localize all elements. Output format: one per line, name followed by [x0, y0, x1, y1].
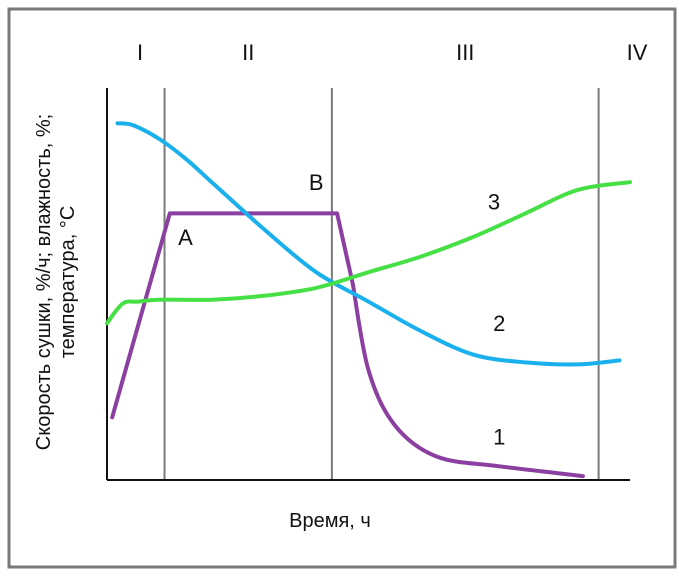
- zone-label-2: II: [242, 40, 254, 65]
- zone-label-4: IV: [627, 40, 648, 65]
- y-axis-title: Скорость сушки, %/ч; влажность, %; темпе…: [33, 114, 79, 450]
- series-line-3: [105, 180, 632, 326]
- zone-label-1: I: [137, 40, 143, 65]
- annotation-3: 3: [488, 190, 500, 215]
- annotation-1: 1: [493, 425, 505, 450]
- x-axis-title: Время, ч: [289, 510, 371, 532]
- series-line-1: [110, 211, 585, 479]
- y-axis-title-line-2: температура, °C: [57, 206, 79, 359]
- annotation-B: B: [309, 170, 324, 195]
- annotation-A: A: [178, 225, 193, 250]
- series-group: [105, 121, 632, 479]
- annotation-group: A B 3 2 1: [178, 170, 505, 450]
- zone-labels: I II III IV: [137, 40, 648, 65]
- zone-label-3: III: [456, 40, 474, 65]
- y-axis-title-line-1: Скорость сушки, %/ч; влажность, %;: [33, 114, 55, 450]
- annotation-2: 2: [493, 311, 505, 336]
- series-line-2: [115, 121, 622, 367]
